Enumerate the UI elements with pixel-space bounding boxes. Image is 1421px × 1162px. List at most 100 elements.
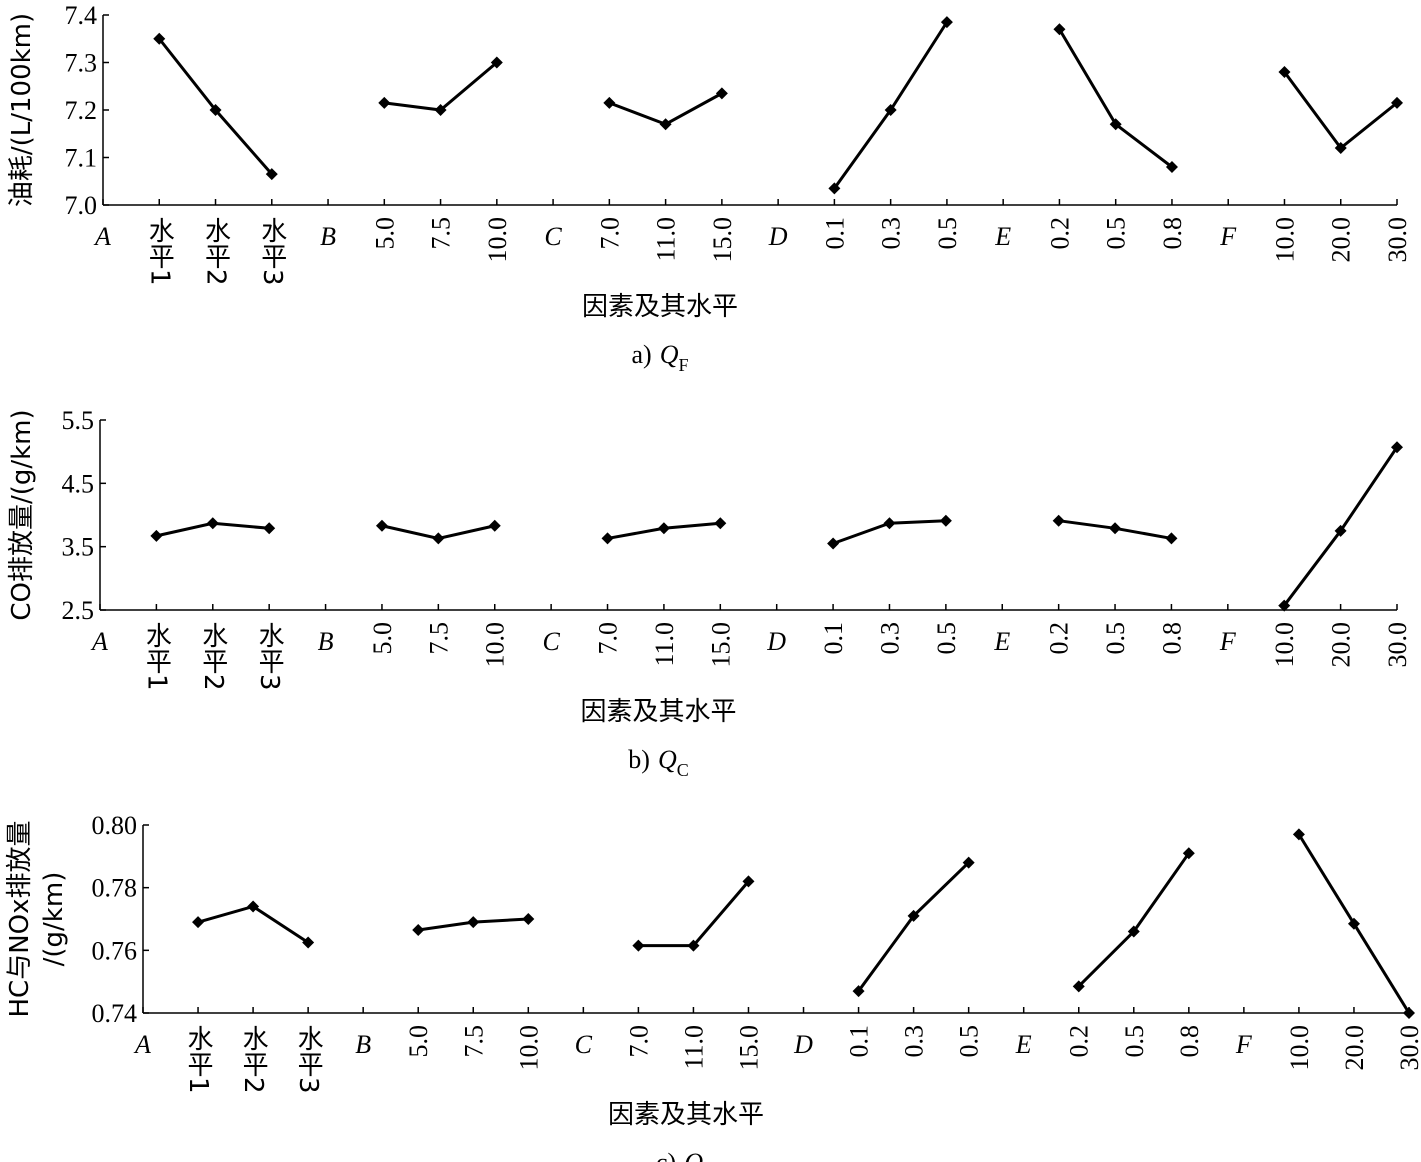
factor-label: A: [133, 1030, 151, 1059]
x-tick-label: 30.0: [1383, 217, 1412, 263]
x-tick-label: 水平2: [201, 217, 231, 286]
x-tick-label: 5.0: [368, 622, 397, 655]
marker: [657, 522, 670, 535]
marker: [1334, 142, 1347, 154]
caption-subscript: C: [677, 760, 689, 780]
marker: [884, 104, 897, 116]
line-segment: [857, 861, 970, 992]
factor-label: D: [793, 1030, 813, 1059]
marker: [883, 517, 896, 530]
x-tick-label: 0.8: [1157, 622, 1186, 655]
marker: [603, 96, 616, 109]
caption-symbol: Q: [660, 340, 679, 369]
marker: [1391, 441, 1403, 454]
marker: [742, 875, 755, 888]
factor-label: C: [542, 627, 560, 656]
x-tick-label: 水平2: [198, 622, 228, 691]
x-tick-label: 30.0: [1383, 622, 1412, 668]
x-tick-label: 水平1: [144, 217, 174, 286]
x-tick-label: 20.0: [1327, 622, 1356, 668]
caption-label: c): [656, 1148, 676, 1162]
line-segment: [1077, 852, 1191, 988]
marker: [852, 985, 865, 998]
marker: [939, 514, 952, 527]
caption-label: a): [632, 340, 652, 369]
marker: [1053, 23, 1066, 36]
x-tick-label: 11.0: [652, 217, 681, 262]
factor-label: E: [1015, 1030, 1032, 1059]
x-tick-label: 30.0: [1395, 1025, 1421, 1071]
y-tick-label: 0.74: [92, 999, 138, 1028]
factor-label: F: [1235, 1030, 1253, 1059]
x-tick-label: 0.3: [900, 1025, 929, 1058]
marker: [1165, 161, 1178, 173]
x-tick-label: 10.0: [481, 622, 510, 668]
marker: [1182, 847, 1195, 860]
marker: [247, 900, 260, 913]
x-tick-label: 10.0: [1270, 622, 1299, 668]
x-tick-label: 10.0: [483, 217, 512, 263]
factor-label: B: [320, 222, 336, 251]
factor-label: F: [1219, 627, 1237, 656]
x-tick-label: 0.3: [875, 622, 904, 655]
line-segment: [384, 61, 498, 112]
factor-label: C: [544, 222, 562, 251]
y-tick-label: 4.5: [62, 469, 95, 498]
marker: [209, 104, 222, 116]
marker: [1278, 66, 1291, 78]
y-axis-label: HC与NOx排放量: [5, 820, 35, 1017]
x-tick-label: 10.0: [1285, 1025, 1314, 1071]
x-tick-label: 0.5: [1120, 1025, 1149, 1058]
caption-label: b): [628, 745, 650, 774]
y-tick-label: 0.80: [92, 811, 138, 840]
factor-label: E: [993, 627, 1010, 656]
marker: [1127, 925, 1140, 938]
caption-symbol: Q: [684, 1148, 703, 1162]
marker: [412, 923, 425, 936]
x-tick-label: 5.0: [370, 217, 399, 250]
factor-label: B: [318, 627, 334, 656]
y-axis-label: 油耗/(L/100km): [7, 13, 37, 207]
factor-label: D: [766, 627, 786, 656]
marker: [962, 856, 975, 869]
marker: [490, 56, 503, 69]
x-tick-label: 水平1: [141, 622, 171, 691]
marker: [632, 939, 645, 952]
marker: [432, 532, 445, 545]
marker: [940, 16, 953, 29]
y-tick-label: 0.76: [92, 936, 138, 965]
x-tick-label: 0.5: [1101, 622, 1130, 655]
caption: c)QH: [656, 1148, 716, 1162]
y-tick-label: 0.78: [92, 874, 138, 903]
marker: [1403, 1007, 1415, 1019]
marker: [1109, 522, 1122, 535]
marker: [263, 522, 276, 535]
y-tick-label: 7.0: [65, 191, 98, 220]
x-tick-label: 0.5: [932, 622, 961, 655]
x-tick-label: 10.0: [514, 1025, 543, 1071]
marker: [601, 532, 614, 545]
marker: [378, 96, 391, 109]
marker: [715, 87, 728, 100]
x-tick-label: 15.0: [734, 1025, 763, 1071]
y-tick-label: 7.1: [65, 144, 98, 173]
y-tick-label: 3.5: [62, 533, 95, 562]
marker: [687, 939, 700, 952]
x-tick-label: 0.1: [820, 217, 849, 250]
y-axis-label: CO排放量/(g/km): [7, 409, 37, 620]
x-tick-label: 5.0: [404, 1025, 433, 1058]
x-tick-label: 7.5: [427, 217, 456, 250]
x-tick-label: 15.0: [708, 217, 737, 263]
marker: [434, 104, 447, 116]
line-segment: [1283, 71, 1398, 151]
factor-label: C: [575, 1030, 593, 1059]
line-segment: [1058, 28, 1173, 169]
x-tick-label: 0.2: [1045, 217, 1074, 250]
x-tick-label: 7.5: [424, 622, 453, 655]
marker: [192, 916, 205, 929]
marker: [265, 168, 278, 181]
x-tick-label: 20.0: [1327, 217, 1356, 263]
y-tick-label: 7.4: [65, 1, 98, 30]
marker: [1052, 514, 1065, 527]
marker: [467, 916, 480, 929]
